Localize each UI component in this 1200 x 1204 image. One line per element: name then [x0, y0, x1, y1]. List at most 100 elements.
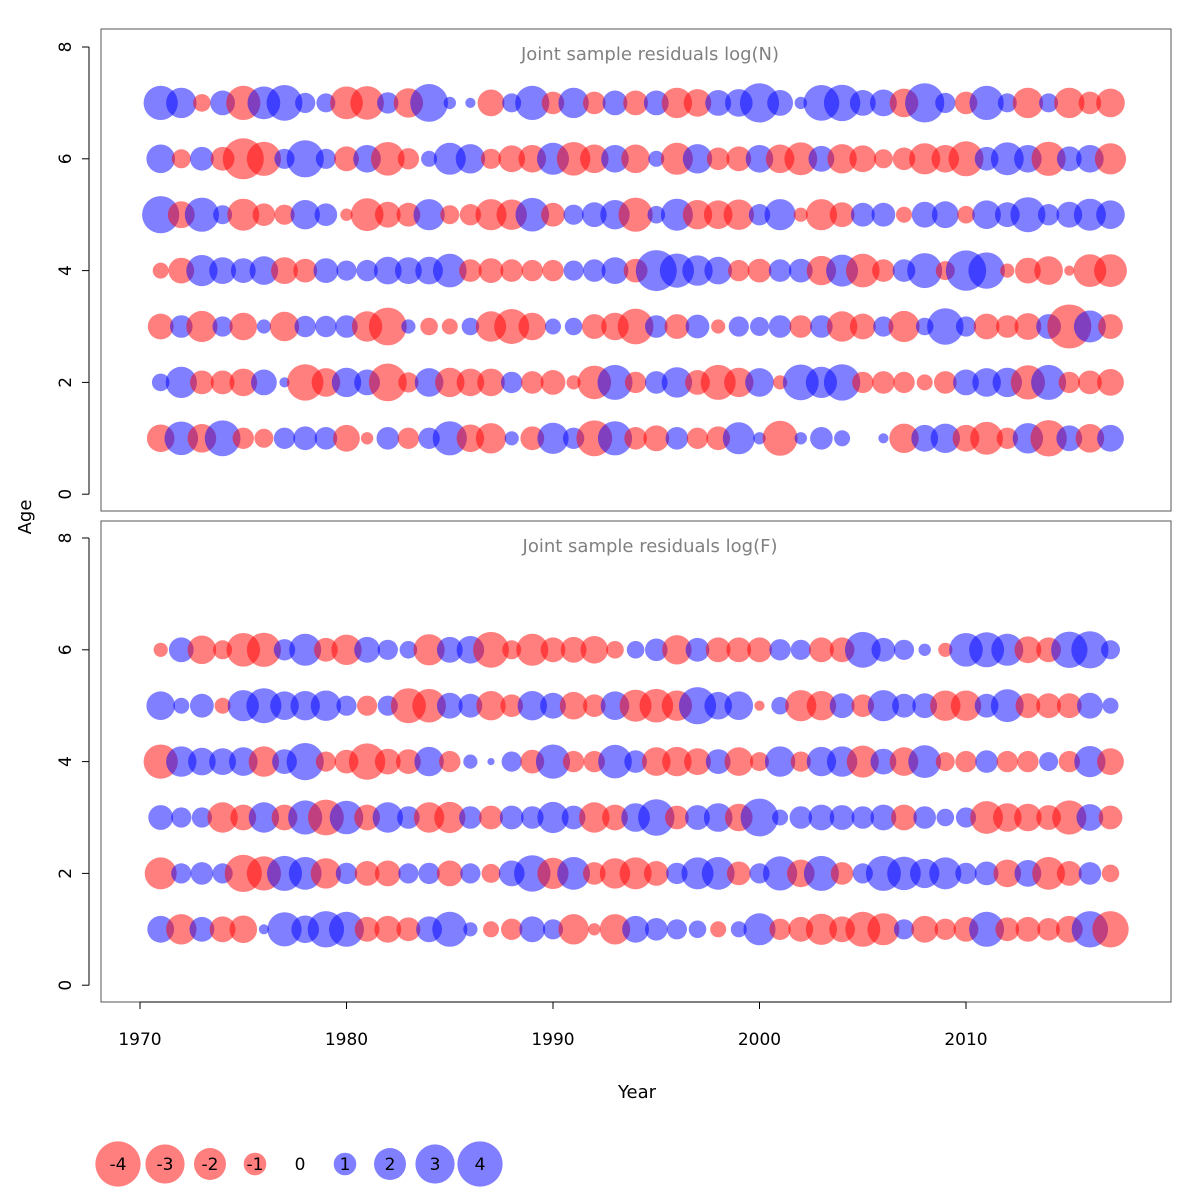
bubble: [209, 916, 236, 943]
bubble: [374, 256, 402, 285]
bubble: [597, 364, 633, 400]
bubble: [334, 146, 359, 172]
bubble: [229, 915, 258, 944]
bubble: [888, 310, 920, 343]
bubble: [335, 315, 358, 338]
bubble: [934, 371, 957, 394]
bubble: [754, 700, 765, 711]
panel-log-n-title: Joint sample residuals log(N): [520, 44, 779, 65]
bubble: [728, 259, 750, 282]
bubble: [701, 857, 735, 890]
bubble: [414, 746, 444, 777]
bubble: [354, 636, 380, 663]
bubble: [767, 90, 793, 116]
bubble: [703, 200, 733, 229]
bubble: [314, 427, 338, 450]
bubble: [374, 748, 401, 775]
bubble: [348, 743, 386, 780]
bubble: [769, 918, 791, 940]
bubble: [1037, 204, 1060, 226]
bubble: [541, 91, 565, 115]
bubble: [290, 691, 320, 721]
bubble: [521, 259, 543, 282]
bubble: [790, 639, 811, 660]
bubble: [463, 922, 478, 937]
bubble: [432, 911, 468, 947]
bubble: [872, 371, 895, 394]
panel-log-n-frame: [100, 28, 1172, 512]
bubble: [955, 316, 977, 337]
bubble: [684, 748, 711, 775]
bubble: [251, 369, 277, 396]
bubble: [997, 93, 1017, 113]
bubble: [957, 205, 975, 224]
bubble: [790, 751, 811, 772]
bubble: [561, 805, 586, 830]
bubble: [207, 802, 238, 833]
bubble: [685, 637, 710, 662]
bubble: [660, 142, 693, 175]
bubble: [147, 313, 174, 340]
bubble: [1039, 752, 1059, 772]
bubble: [891, 804, 917, 831]
bubble: [396, 917, 421, 942]
bubble: [436, 860, 463, 887]
bubble: [789, 315, 813, 338]
bubble: [540, 370, 566, 395]
bubble: [248, 802, 280, 833]
bubble: [189, 916, 215, 942]
bubble: [580, 636, 609, 664]
bubble: [441, 318, 458, 335]
bubble: [643, 90, 669, 116]
bubble: [645, 918, 668, 941]
bubble: [769, 639, 791, 661]
bubble: [1094, 143, 1127, 175]
bubble: [990, 142, 1024, 176]
bubble: [350, 198, 384, 232]
bubble: [252, 203, 276, 226]
bubble: [1017, 750, 1039, 773]
bubble: [459, 259, 482, 282]
bubble: [520, 426, 545, 451]
bubble: [440, 205, 460, 225]
bubble: [583, 259, 606, 282]
bubble: [473, 631, 509, 668]
legend-label: 2: [385, 1155, 396, 1175]
bubble: [376, 427, 400, 450]
bubble: [808, 804, 835, 831]
bubble: [335, 862, 358, 885]
bubble: [256, 319, 271, 334]
bubble: [682, 144, 713, 174]
y-tick-label: 4: [56, 756, 76, 767]
x-tick-label: 1970: [118, 1030, 161, 1050]
bubble: [270, 691, 299, 720]
bubble: [747, 258, 772, 283]
bubble: [750, 752, 769, 772]
bubble: [726, 637, 752, 663]
bubble: [171, 149, 191, 169]
bubble: [580, 144, 609, 174]
bubble: [459, 806, 482, 829]
bubble: [666, 862, 688, 885]
bubble: [249, 256, 279, 285]
bubble: [706, 147, 730, 171]
bubble: [1096, 200, 1125, 229]
bubble: [479, 805, 503, 830]
panel-log-f-y-axis: 0 2 4 6 8: [56, 533, 90, 991]
bubble: [617, 308, 654, 345]
bubble: [622, 915, 649, 943]
bubble: [763, 856, 798, 891]
bubble: [643, 861, 669, 886]
bubble: [1031, 364, 1067, 400]
bubble: [398, 372, 419, 393]
bubble: [396, 749, 421, 774]
bubble: [562, 750, 585, 773]
bubble: [246, 688, 282, 724]
bubble: [559, 691, 588, 720]
y-tick-label: 0: [56, 980, 76, 991]
bubble: [230, 258, 256, 283]
bubble: [665, 805, 689, 830]
bubble: [190, 693, 214, 718]
bubble: [793, 207, 808, 222]
bubble: [171, 863, 192, 884]
